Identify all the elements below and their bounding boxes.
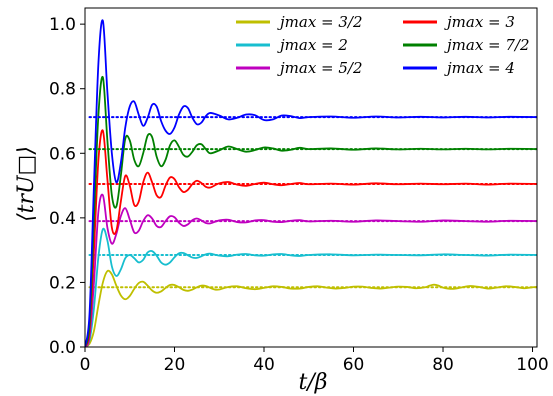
legend-label: jmax = 2 <box>277 36 348 54</box>
x-tick-label: 20 <box>164 355 186 375</box>
legend-label: jmax = 3 <box>444 13 515 31</box>
legend-label: jmax = 5/2 <box>277 59 363 77</box>
legend-label: jmax = 7/2 <box>444 36 530 54</box>
x-axis-label: t/β <box>299 370 328 395</box>
legend-label: jmax = 3/2 <box>277 13 363 31</box>
series-line-5 <box>85 75 537 347</box>
series-line-3 <box>85 193 537 347</box>
x-tick-label: 40 <box>253 355 275 375</box>
series-line-1 <box>85 269 537 347</box>
x-tick-label: 60 <box>343 355 365 375</box>
y-tick-label: 0.6 <box>49 144 76 164</box>
plot-area <box>85 19 537 347</box>
y-tick-label: 0.4 <box>49 209 76 229</box>
series-line-2 <box>85 227 537 347</box>
legend: jmax = 3/2 jmax = 2 jmax = 5/2 jmax = 3 jmax… <box>236 13 530 77</box>
y-tick-label: 1.0 <box>49 15 76 35</box>
series-line-6 <box>85 19 537 347</box>
legend-label: jmax = 4 <box>444 59 515 77</box>
x-tick-label: 0 <box>80 355 91 375</box>
x-tick-label: 80 <box>432 355 454 375</box>
y-tick-label: 0.2 <box>49 273 76 293</box>
axes: 0 20 40 60 80 100 0.0 0.2 0.4 0.6 0.8 1.0 <box>49 7 549 375</box>
y-axis-label: ⟨trU□⟩ <box>14 146 39 222</box>
y-tick-label: 0.8 <box>49 80 76 100</box>
y-tick-label: 0.0 <box>49 338 76 358</box>
series-line-4 <box>85 129 537 347</box>
plot-frame <box>84 7 538 348</box>
x-tick-label: 100 <box>516 355 548 375</box>
